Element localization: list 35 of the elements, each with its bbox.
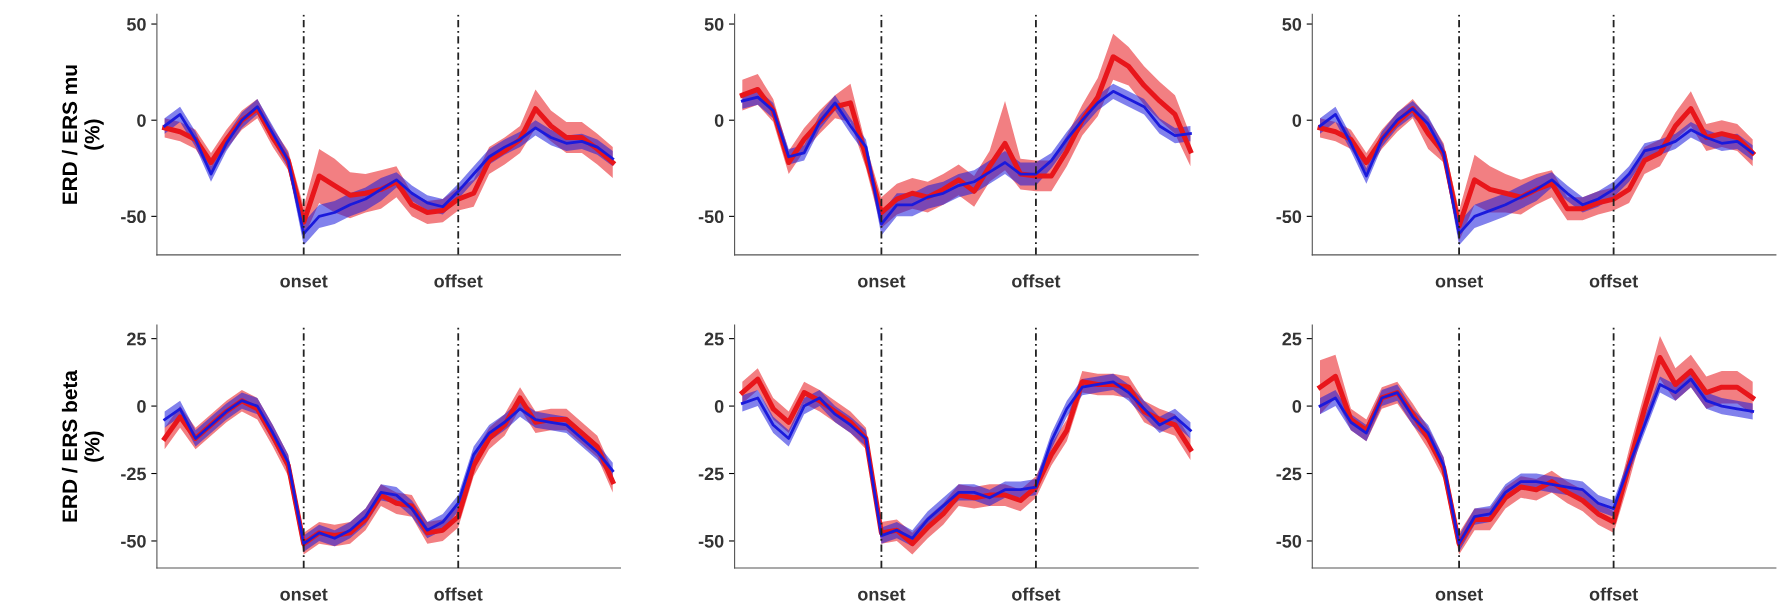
y-axis-title: ERD / ERS mu (%) xyxy=(61,65,104,204)
y-tick-label: 0 xyxy=(137,400,146,413)
y-tick-label: 50 xyxy=(126,17,146,31)
x-tick-label: offset xyxy=(1012,274,1061,288)
y-tick-label: 50 xyxy=(704,17,724,31)
x-tick-label: onset xyxy=(280,588,328,601)
y-axis-title: ERD / ERS beta (%) xyxy=(61,370,104,522)
y-tick-label: -50 xyxy=(121,210,146,224)
x-tick-label: offset xyxy=(1589,274,1638,288)
y-tick-label: 25 xyxy=(704,332,724,346)
x-tick-label: onset xyxy=(280,275,328,288)
x-tick-label: offset xyxy=(1012,587,1061,601)
x-tick-label: onset xyxy=(1435,275,1483,288)
y-tick-label: 50 xyxy=(1282,17,1302,31)
y-tick-label: 25 xyxy=(127,332,146,346)
y-tick-label: -50 xyxy=(698,210,724,224)
x-tick-label: onset xyxy=(858,275,906,288)
x-tick-label: offset xyxy=(1589,587,1638,601)
y-tick-label: 0 xyxy=(714,400,724,413)
y-tick-label: -50 xyxy=(121,534,146,548)
x-tick-label: onset xyxy=(1435,588,1483,601)
x-tick-label: offset xyxy=(434,587,483,601)
y-tick-label: 0 xyxy=(714,114,724,127)
y-tick-label: -50 xyxy=(698,534,724,548)
y-tick-label: 0 xyxy=(1292,114,1302,127)
y-tick-label: -50 xyxy=(1276,210,1302,224)
y-tick-label: 0 xyxy=(1292,400,1302,413)
y-tick-label: 0 xyxy=(137,114,146,127)
x-tick-label: offset xyxy=(434,274,483,288)
y-tick-label: -50 xyxy=(1276,534,1302,548)
y-tick-label: -25 xyxy=(698,467,724,481)
x-tick-label: onset xyxy=(858,588,906,601)
y-tick-label: -25 xyxy=(1276,467,1302,481)
y-tick-label: 25 xyxy=(1282,332,1302,346)
y-tick-label: -25 xyxy=(121,467,146,481)
